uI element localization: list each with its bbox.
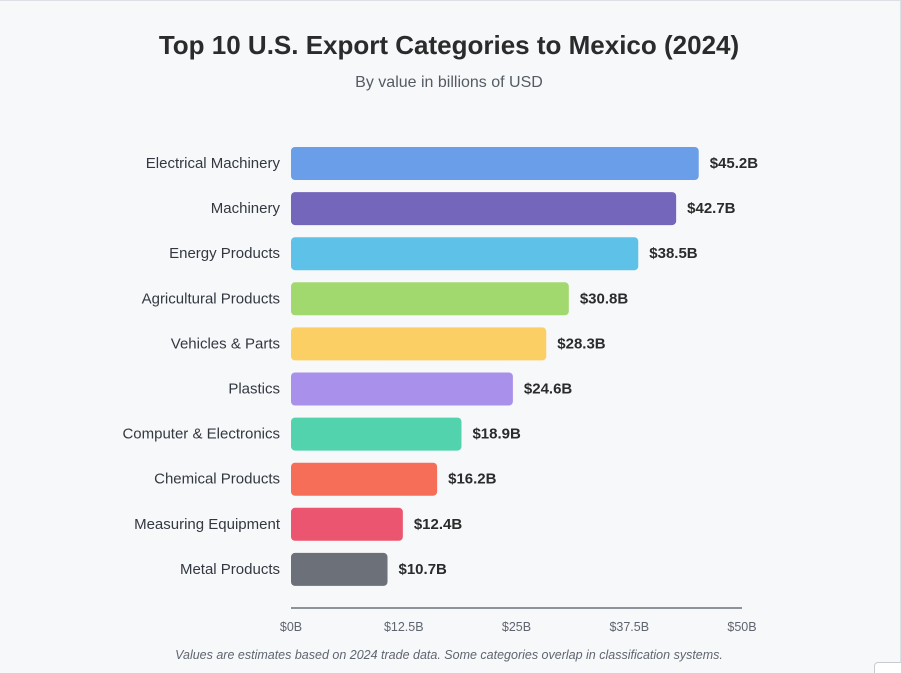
category-label: Energy Products <box>169 245 280 262</box>
value-label: $16.2B <box>448 471 497 488</box>
bar <box>291 507 403 541</box>
corner-widget[interactable] <box>874 662 901 673</box>
value-label: $18.9B <box>472 426 521 443</box>
bar <box>291 282 569 316</box>
bar <box>291 372 513 406</box>
chart-subtitle: By value in billions of USD <box>355 74 543 91</box>
category-label: Chemical Products <box>154 471 280 488</box>
value-label: $30.8B <box>580 290 629 307</box>
category-label: Metal Products <box>180 561 280 578</box>
category-label: Machinery <box>211 200 281 217</box>
top-divider <box>0 0 901 1</box>
category-label: Agricultural Products <box>142 290 280 307</box>
category-label: Vehicles & Parts <box>171 335 280 352</box>
bar <box>291 237 639 271</box>
value-label: $24.6B <box>524 381 573 398</box>
chart-footnote: Values are estimates based on 2024 trade… <box>175 648 723 662</box>
bar <box>291 327 547 361</box>
category-label: Electrical Machinery <box>146 155 281 172</box>
bar <box>291 147 699 180</box>
bar <box>291 417 462 451</box>
x-tick-label: $37.5B <box>609 620 649 634</box>
category-label: Measuring Equipment <box>134 516 281 533</box>
value-label: $12.4B <box>414 516 463 533</box>
value-label: $10.7B <box>399 561 448 578</box>
x-tick-label: $50B <box>727 620 756 634</box>
bar <box>291 192 677 226</box>
x-tick-label: $25B <box>502 620 531 634</box>
chart-title: Top 10 U.S. Export Categories to Mexico … <box>158 30 740 60</box>
category-label: Computer & Electronics <box>122 426 280 443</box>
value-label: $45.2B <box>710 155 759 172</box>
x-tick-label: $0B <box>280 620 302 634</box>
value-label: $38.5B <box>649 245 698 262</box>
bar <box>291 552 388 586</box>
value-label: $28.3B <box>557 335 606 352</box>
value-label: $42.7B <box>687 200 736 217</box>
bar <box>291 462 438 496</box>
x-tick-label: $12.5B <box>384 620 424 634</box>
category-label: Plastics <box>228 381 280 398</box>
